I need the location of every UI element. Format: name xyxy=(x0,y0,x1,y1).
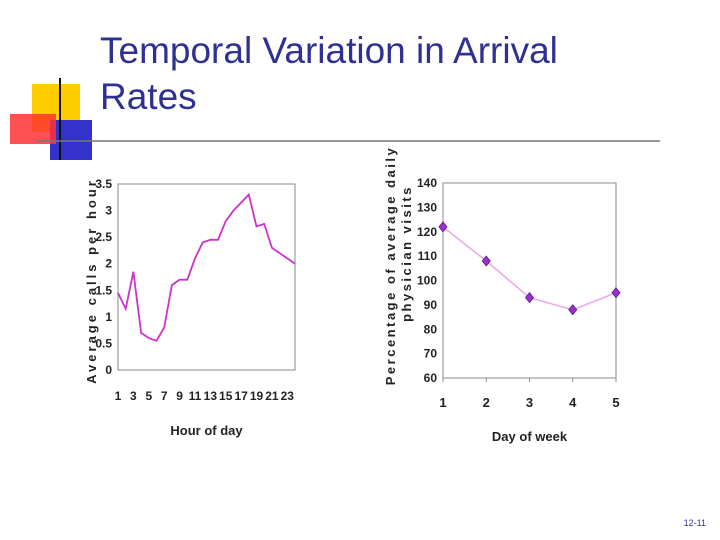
chart2-y-tick-label: 100 xyxy=(417,274,437,288)
chart1-y-tick-label: 0 xyxy=(105,363,112,377)
chart2-y-tick-label: 140 xyxy=(417,176,437,190)
chart2-x-tick-label: 3 xyxy=(526,395,533,410)
chart2-y-tick-label: 80 xyxy=(424,322,438,336)
chart2-y-tick-label: 110 xyxy=(418,249,438,263)
chart2-y-tick-label: 130 xyxy=(417,200,437,214)
chart2-x-tick-label: 4 xyxy=(569,395,577,410)
chart1-x-tick-label: 5 xyxy=(145,389,152,403)
chart2-y-axis-label-line1: Percentage of average daily xyxy=(383,146,398,385)
chart2-x-tick-label: 5 xyxy=(612,395,619,410)
chart1-x-tick-label: 13 xyxy=(204,389,218,403)
chart2-data-point xyxy=(481,255,491,267)
chart1-y-tick-label: 2.5 xyxy=(95,230,112,244)
chart2-y-tick-label: 90 xyxy=(424,298,438,312)
chart1-y-tick-label: 1 xyxy=(105,310,112,324)
chart1-y-axis-label: Average calls per hour xyxy=(84,178,99,384)
chart1-x-tick-label: 21 xyxy=(265,389,279,403)
chart1-x-tick-label: 17 xyxy=(234,389,248,403)
chart1-x-tick-label: 9 xyxy=(176,389,183,403)
page-number: 12-11 xyxy=(683,518,706,528)
chart2-data-point xyxy=(438,221,448,233)
chart1-x-tick-label: 11 xyxy=(189,389,202,403)
chart2-x-axis-label: Day of week xyxy=(492,429,568,444)
chart1-frame xyxy=(117,183,296,371)
chart2-y-axis-label-line2: physician visits xyxy=(399,185,414,322)
chart2-data-point xyxy=(611,287,621,299)
chart1-y-tick-label: 3.5 xyxy=(95,177,112,191)
chart1-x-tick-label: 3 xyxy=(130,389,137,403)
chart2-data-point xyxy=(524,291,535,304)
chart1-x-tick-label: 19 xyxy=(250,389,264,403)
chart1-y-tick-label: 1.5 xyxy=(95,283,112,297)
chart1-series-line xyxy=(117,192,296,342)
chart2-y-tick-label: 60 xyxy=(424,371,438,385)
chart1-y-tick-label: 3 xyxy=(105,204,112,218)
title-decoration xyxy=(10,78,660,160)
deco-blue-square xyxy=(50,120,92,160)
chart2-y-tick-label: 70 xyxy=(424,347,438,361)
chart2-x-tick-label: 2 xyxy=(483,395,490,410)
slide-title: Temporal Variation in Arrival Rates xyxy=(100,30,558,117)
chart1-x-tick-label: 7 xyxy=(161,389,168,403)
chart2-x-tick-label: 1 xyxy=(439,395,446,410)
deco-red-square xyxy=(10,114,56,144)
chart1-x-tick-label: 15 xyxy=(219,389,233,403)
chart2-frame xyxy=(442,182,617,379)
chart1-y-tick-label: 0.5 xyxy=(95,336,112,350)
chart1-y-tick-label: 2 xyxy=(105,257,112,271)
chart1-x-tick-label: 1 xyxy=(115,389,122,403)
chart2-data-point xyxy=(568,304,578,316)
chart1-x-axis-label: Hour of day xyxy=(170,423,243,438)
chart2-y-tick-label: 120 xyxy=(417,225,437,239)
chart1-x-tick-label: 23 xyxy=(281,389,295,403)
